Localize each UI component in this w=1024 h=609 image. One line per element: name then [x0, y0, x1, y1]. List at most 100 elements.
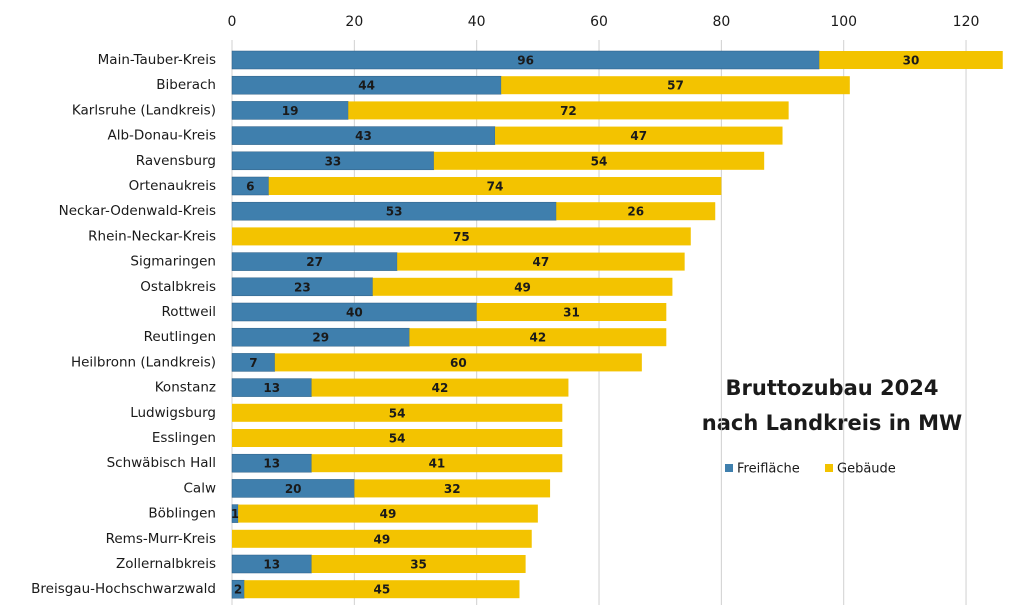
bar-segment: [819, 51, 1003, 69]
bar-segment: [311, 555, 526, 573]
bar-segment: [311, 378, 569, 397]
bar-segment: [244, 580, 520, 599]
legend-label: Freifläche: [737, 462, 800, 477]
bar-segment: [397, 252, 685, 271]
y-tick-label: Alb-Donau-Kreis: [107, 128, 216, 144]
data-label: 74: [487, 180, 504, 194]
x-tick-label: 60: [590, 14, 608, 30]
y-tick-label: Biberach: [156, 77, 216, 93]
y-tick-label: Calw: [184, 480, 217, 496]
bar-segment: [232, 529, 532, 548]
y-tick-label: Heilbronn (Landkreis): [71, 354, 216, 370]
data-label: 40: [346, 306, 363, 320]
bar-segment: [231, 277, 373, 297]
bar-segment: [238, 504, 538, 523]
data-label: 19: [282, 104, 299, 118]
data-label: 72: [560, 104, 577, 118]
data-label: 31: [563, 306, 580, 320]
bar-segment: [476, 303, 667, 321]
data-label: 13: [263, 381, 280, 395]
y-tick-label: Ortenaukreis: [129, 178, 216, 194]
data-label: 23: [294, 280, 311, 294]
chart-title: Bruttozubau 2024: [726, 376, 939, 400]
y-tick-label: Sigmaringen: [130, 254, 216, 270]
y-tick-label: Rhein-Neckar-Kreis: [88, 228, 216, 244]
y-tick-label: Esslingen: [152, 430, 216, 446]
bar-segment: [268, 177, 722, 195]
y-tick-label: Ostalbkreis: [140, 279, 216, 295]
bar-segment: [311, 454, 563, 473]
data-label: 35: [410, 558, 427, 572]
data-label: 13: [263, 558, 280, 572]
bar-segment: [372, 277, 673, 296]
data-label: 32: [444, 482, 461, 496]
data-label: 6: [246, 180, 254, 194]
legend-label: Gebäude: [837, 462, 896, 477]
data-label: 45: [374, 583, 391, 597]
data-label: 30: [903, 54, 920, 68]
data-label: 26: [627, 205, 644, 219]
data-label: 49: [374, 532, 391, 546]
data-label: 44: [358, 79, 375, 93]
data-label: 47: [533, 255, 550, 269]
bar-segment: [232, 403, 563, 422]
y-tick-label: Breisgau-Hochschwarzwald: [31, 581, 216, 597]
x-tick-label: 120: [953, 14, 980, 30]
x-tick-label: 40: [468, 14, 486, 30]
data-label: 53: [386, 205, 403, 219]
data-label: 42: [432, 381, 449, 395]
bar-segment: [556, 202, 716, 221]
data-label: 7: [249, 356, 257, 370]
legend-swatch: [825, 464, 833, 472]
bar-segment: [274, 353, 642, 372]
y-tick-label: Ludwigsburg: [130, 405, 216, 421]
data-label: 54: [389, 432, 406, 446]
y-tick-label: Schwäbisch Hall: [107, 455, 216, 471]
legend-swatch: [725, 464, 733, 472]
data-label: 96: [517, 54, 534, 68]
data-label: 20: [285, 482, 302, 496]
data-label: 29: [312, 331, 329, 345]
data-label: 41: [429, 457, 446, 471]
data-label: 2: [234, 583, 242, 597]
x-tick-label: 80: [712, 14, 730, 30]
data-label: 47: [630, 129, 647, 143]
data-label: 49: [514, 280, 531, 294]
y-tick-label: Karlsruhe (Landkreis): [72, 102, 216, 118]
y-tick-label: Reutlingen: [144, 329, 216, 345]
y-tick-label: Neckar-Odenwald-Kreis: [59, 203, 216, 219]
bar-segment: [495, 126, 783, 145]
y-tick-label: Ravensburg: [136, 153, 216, 169]
bar-segment: [433, 151, 765, 170]
data-label: 57: [667, 79, 684, 93]
data-label: 27: [306, 255, 323, 269]
data-label: 1: [231, 507, 239, 521]
data-label: 54: [389, 406, 406, 420]
bar-segment: [348, 101, 789, 120]
y-tick-label: Böblingen: [148, 506, 216, 522]
chart-subtitle: nach Landkreis in MW: [702, 411, 962, 435]
bar-segment: [354, 479, 551, 498]
bar-segment: [409, 328, 667, 347]
data-label: 60: [450, 356, 467, 370]
y-tick-label: Konstanz: [155, 380, 216, 396]
y-tick-label: Main-Tauber-Kreis: [98, 52, 216, 68]
data-label: 13: [263, 457, 280, 471]
x-tick-label: 20: [345, 14, 363, 30]
y-tick-label: Rottweil: [162, 304, 216, 320]
bar-segment: [501, 76, 850, 95]
data-label: 54: [591, 154, 608, 168]
y-tick-label: Rems-Murr-Kreis: [106, 531, 216, 547]
data-label: 42: [529, 331, 546, 345]
bar-segment: [232, 429, 563, 447]
data-label: 43: [355, 129, 372, 143]
data-label: 75: [453, 230, 470, 244]
data-label: 49: [380, 507, 397, 521]
y-tick-label: Zollernalbkreis: [116, 556, 216, 572]
x-tick-label: 0: [228, 14, 237, 30]
bar-segment: [232, 227, 691, 246]
x-tick-label: 100: [830, 14, 857, 30]
data-label: 33: [325, 154, 342, 168]
